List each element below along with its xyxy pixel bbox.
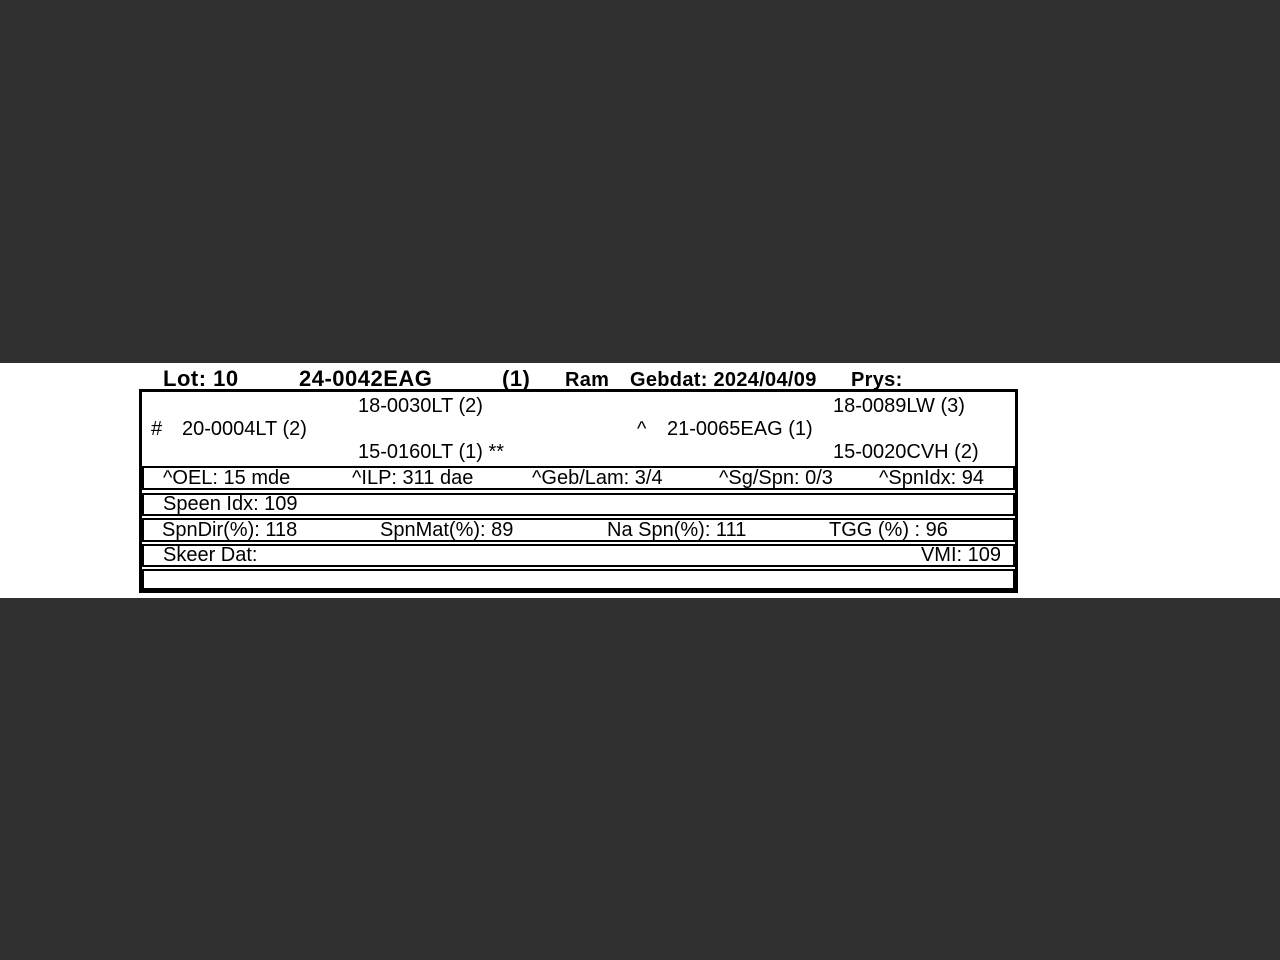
spn-dir-value: SpnDir(%): 118 <box>162 519 298 541</box>
empty-row <box>142 569 1015 590</box>
ilp-value: ^ILP: 311 dae <box>352 467 474 489</box>
tgg-value: TGG (%) : 96 <box>829 519 948 541</box>
document-page: Lot: 10 24-0042EAG (1) Ram Gebdat: 2024/… <box>0 363 1280 598</box>
birth-date: Gebdat: 2024/04/09 <box>630 369 817 391</box>
geb-lam-value: ^Geb/Lam: 3/4 <box>532 467 663 489</box>
oel-value: ^OEL: 15 mde <box>163 467 291 489</box>
breeding-values-row: ^OEL: 15 mde ^ILP: 311 dae ^Geb/Lam: 3/4… <box>142 466 1015 490</box>
lot-number: Lot: 10 <box>163 366 239 391</box>
pedigree-mid-center: 21-0065EAG (1) <box>667 418 813 440</box>
speen-idx-value: Speen Idx: 109 <box>163 493 298 515</box>
pedigree-hash-marker: # <box>151 418 163 440</box>
pedigree-top-right: 18-0089LW (3) <box>833 395 965 417</box>
pedigree-caret-marker: ^ <box>637 418 647 440</box>
pedigree-section: 18-0030LT (2) 18-0089LW (3) # 20-0004LT … <box>142 392 1015 466</box>
spn-idx-value: ^SpnIdx: 94 <box>879 467 985 489</box>
pedigree-bottom-right: 15-0020CVH (2) <box>833 441 979 463</box>
sg-spn-value: ^Sg/Spn: 0/3 <box>719 467 833 489</box>
spn-mat-value: SpnMat(%): 89 <box>380 519 514 541</box>
lot-count: (1) <box>502 366 531 391</box>
pedigree-bottom-center: 15-0160LT (1) ** <box>358 441 505 463</box>
shear-date-row: Skeer Dat: VMI: 109 <box>142 544 1015 567</box>
skeer-dat-label: Skeer Dat: <box>163 544 258 566</box>
animal-tag-id: 24-0042EAG <box>299 366 433 391</box>
speen-index-row: Speen Idx: 109 <box>142 493 1015 516</box>
animal-record-table: 18-0030LT (2) 18-0089LW (3) # 20-0004LT … <box>139 389 1018 593</box>
pedigree-top-center: 18-0030LT (2) <box>358 395 483 417</box>
na-spn-value: Na Spn(%): 111 <box>607 519 747 541</box>
wean-percentages-row: SpnDir(%): 118 SpnMat(%): 89 Na Spn(%): … <box>142 518 1015 542</box>
pedigree-mid-left: 20-0004LT (2) <box>182 418 307 440</box>
vmi-value: VMI: 109 <box>920 544 1001 566</box>
sex-label: Ram <box>565 369 610 391</box>
price-label: Prys: <box>851 369 903 391</box>
